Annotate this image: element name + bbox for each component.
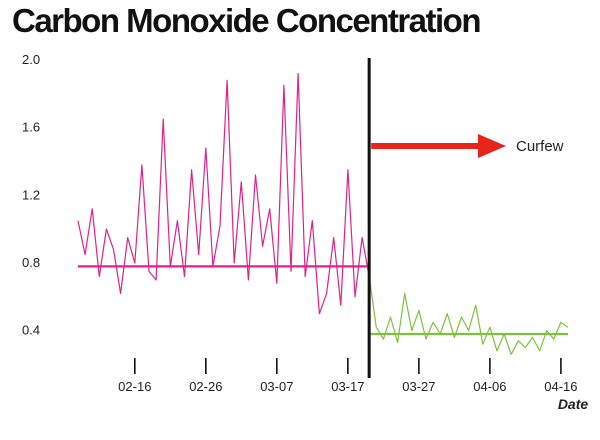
curfew-arrow-head	[478, 134, 506, 158]
x-tick-label: 03-17	[331, 379, 364, 394]
x-tick-label: 04-06	[473, 379, 506, 394]
y-tick-label: 1.2	[22, 187, 40, 202]
curfew-annotation-label: Curfew	[516, 138, 564, 155]
y-tick-label: 2.0	[22, 52, 40, 67]
x-axis-title: Date	[558, 396, 589, 412]
post-curfew-series-line	[368, 276, 569, 355]
y-tick-label: 1.6	[22, 120, 40, 135]
x-tick-label: 03-27	[402, 379, 435, 394]
chart-title: Carbon Monoxide Concentration	[12, 2, 482, 39]
y-tick-label: 0.8	[22, 255, 40, 270]
x-tick-label: 02-16	[118, 379, 151, 394]
x-tick-label: 02-26	[189, 379, 222, 394]
x-tick-label: 03-07	[260, 379, 293, 394]
x-tick-label: 04-16	[544, 379, 577, 394]
pre-curfew-series-line	[77, 72, 370, 315]
y-tick-label: 0.4	[22, 323, 40, 338]
